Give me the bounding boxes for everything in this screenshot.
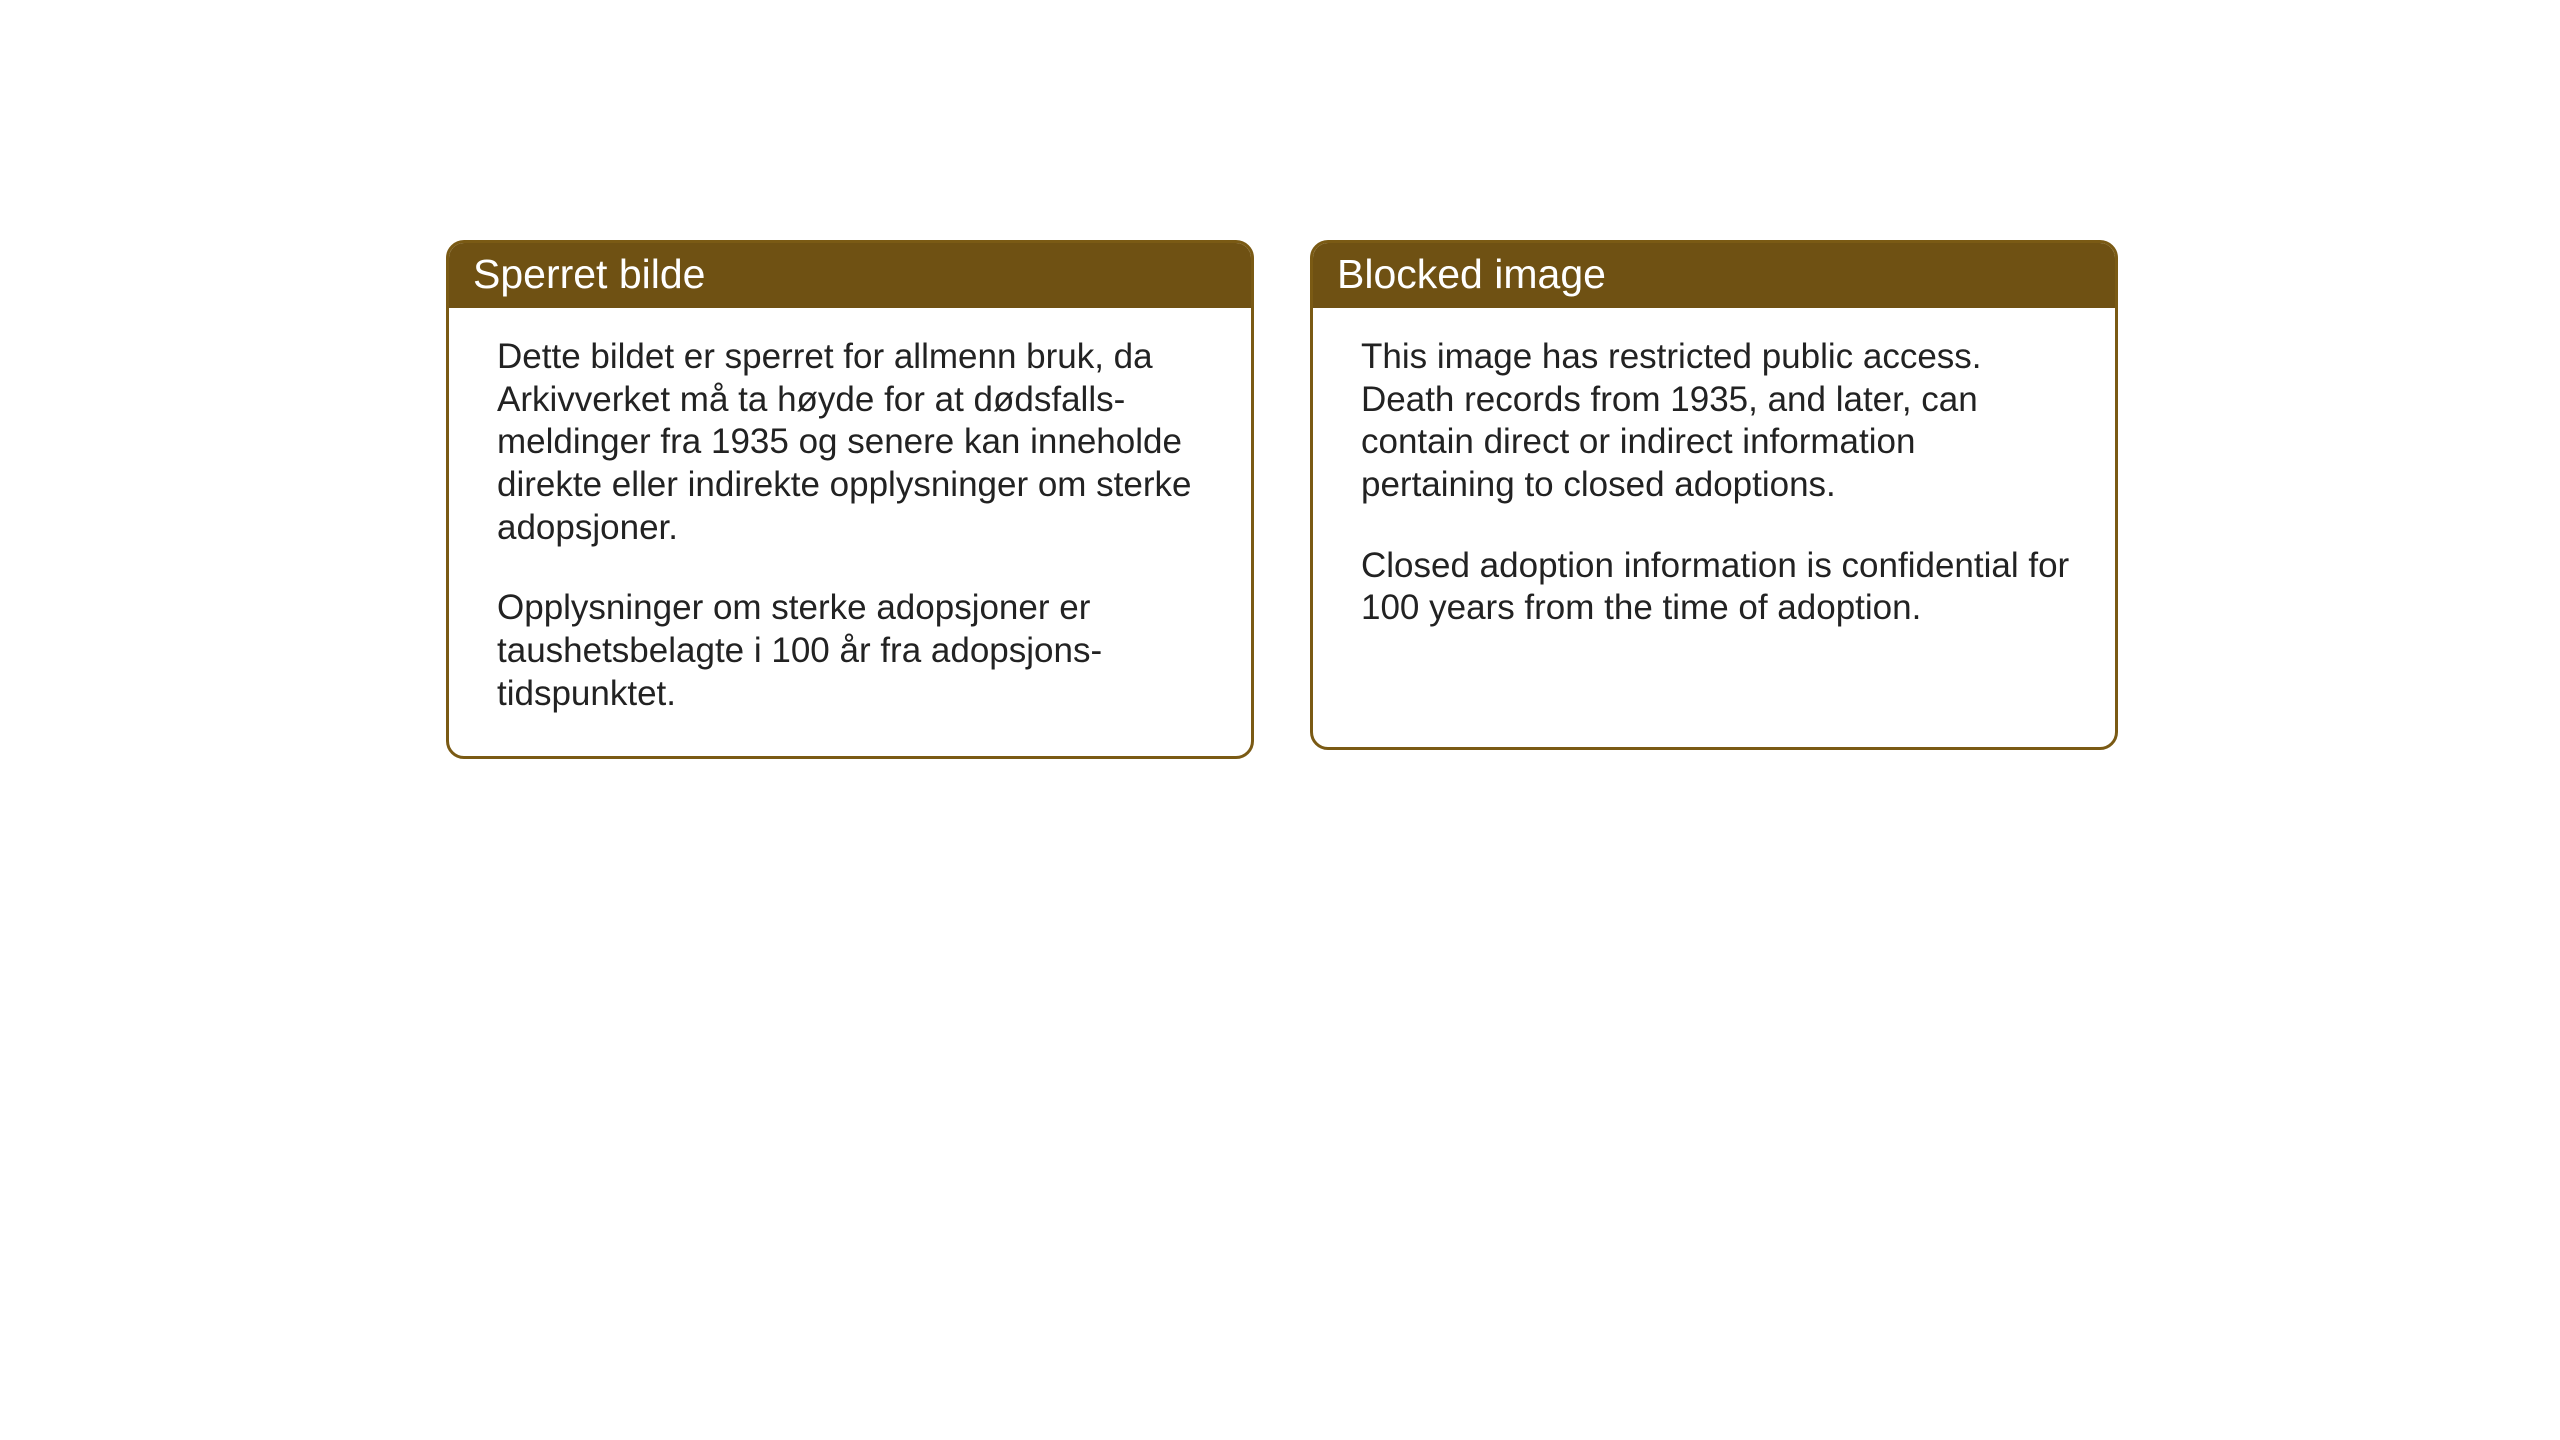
card-body-english: This image has restricted public access.… (1313, 308, 2115, 670)
notice-card-english: Blocked image This image has restricted … (1310, 240, 2118, 750)
card-body-norwegian: Dette bildet er sperret for allmenn bruk… (449, 308, 1251, 756)
card-paragraph-1-english: This image has restricted public access.… (1361, 336, 2075, 507)
card-paragraph-1-norwegian: Dette bildet er sperret for allmenn bruk… (497, 336, 1211, 549)
notice-cards-container: Sperret bilde Dette bildet er sperret fo… (446, 240, 2118, 759)
card-paragraph-2-norwegian: Opplysninger om sterke adopsjoner er tau… (497, 587, 1211, 715)
card-title-english: Blocked image (1313, 243, 2115, 308)
card-paragraph-2-english: Closed adoption information is confident… (1361, 545, 2075, 630)
notice-card-norwegian: Sperret bilde Dette bildet er sperret fo… (446, 240, 1254, 759)
card-title-norwegian: Sperret bilde (449, 243, 1251, 308)
